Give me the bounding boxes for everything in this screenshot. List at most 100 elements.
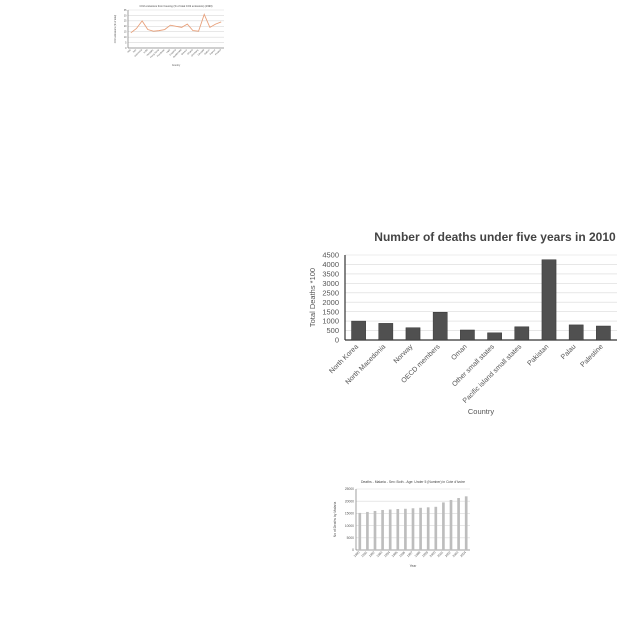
bar [351, 320, 366, 341]
bar [596, 325, 611, 341]
y-tick-label: 2000 [322, 298, 339, 307]
x-tick-label: 2003 [452, 550, 460, 558]
bar [457, 498, 460, 550]
x-tick-label: Greece [181, 48, 189, 56]
bar [373, 510, 377, 550]
x-tick-label: 2000 [429, 550, 437, 558]
y-axis-label: CO2 emissions (% of total) [114, 15, 117, 44]
y-axis-label: Total Deaths *100 [308, 268, 317, 327]
x-tick-label: Ghana [187, 49, 194, 56]
co2-line-chart: CO2 emissions from housing (% of total C… [114, 4, 224, 67]
x-axis-label: Country [172, 64, 181, 67]
y-tick-label: 2500 [322, 288, 339, 297]
x-tick-label: 2001 [436, 550, 444, 558]
x-axis-label: Country [468, 407, 495, 416]
x-tick-label: Honduras [156, 48, 166, 58]
x-tick-label: Palestine [580, 343, 605, 368]
bar [388, 509, 392, 550]
x-tick-label: Haiti [166, 48, 172, 54]
deaths-bar-chart-panel: Number of deaths under five years in 201… [303, 222, 625, 418]
bar [366, 511, 369, 550]
x-tick-label: Hong Kong [150, 49, 160, 59]
bar [411, 508, 415, 550]
x-tick-label: Finland [215, 49, 222, 56]
bar [404, 508, 407, 550]
y-tick-label: 5 [125, 41, 127, 44]
malaria-deaths-bar-chart: Deaths - Malaria - Sex: Both - Age: Unde… [333, 480, 470, 568]
x-tick-label: 2004 [459, 550, 467, 558]
y-tick-label: 4000 [322, 260, 339, 269]
x-tick-label: 1994 [383, 550, 391, 558]
bar [405, 327, 421, 341]
x-tick-label: Pacific island small states [462, 343, 524, 405]
x-tick-label: Guyana [170, 49, 178, 57]
bar [378, 323, 394, 341]
x-tick-label: 1999 [421, 550, 429, 558]
x-tick-label: 1997 [406, 550, 414, 558]
bar [568, 324, 584, 341]
x-tick-label: 1993 [376, 550, 384, 558]
x-tick-label: Guatemala [172, 48, 183, 59]
bar [487, 332, 502, 341]
x-tick-label: Germany [190, 48, 199, 57]
y-tick-label: 10 [124, 36, 127, 39]
malaria-bar-chart-panel: Deaths - Malaria - Sex: Both - Age: Unde… [330, 478, 472, 570]
y-tick-label: 1000 [322, 317, 339, 326]
y-tick-label: 500 [326, 326, 339, 335]
bar [426, 507, 430, 550]
y-tick-label: 5000 [347, 536, 355, 540]
y-tick-label: 0 [335, 336, 339, 345]
bar [541, 259, 557, 341]
bar [449, 499, 453, 550]
y-tick-label: 0 [352, 548, 354, 552]
x-tick-label: Georgia [197, 48, 205, 56]
series-line [130, 13, 222, 34]
deaths-under-five-bar-chart: Number of deaths under five years in 201… [308, 230, 617, 416]
y-tick-label: 20 [124, 25, 127, 28]
x-axis-label: Year [410, 564, 418, 568]
bar [460, 329, 475, 341]
x-tick-label: Palau [560, 343, 578, 361]
y-tick-label: 20000 [345, 499, 354, 503]
x-tick-label: 1990 [353, 550, 361, 558]
x-tick-label: Iran [132, 48, 137, 53]
y-tick-label: 15 [124, 31, 127, 34]
y-tick-label: 10000 [345, 524, 354, 528]
x-tick-label: 1995 [391, 550, 399, 558]
y-tick-label: 3000 [322, 279, 339, 288]
chart-title: Number of deaths under five years in 201… [374, 230, 616, 244]
bar [419, 507, 422, 550]
y-tick-label: 1500 [322, 307, 339, 316]
y-tick-label: 25000 [345, 487, 354, 491]
x-tick-label: India [144, 49, 149, 54]
bar [434, 506, 438, 550]
x-tick-label: Norway [393, 343, 415, 365]
y-tick-label: 15000 [345, 512, 354, 516]
co2-line-chart-panel: CO2 emissions from housing (% of total C… [112, 2, 227, 68]
x-tick-label: Hungary [146, 48, 155, 57]
x-tick-label: France [209, 48, 217, 56]
bar [358, 512, 362, 550]
x-tick-label: Pakistan [526, 343, 550, 367]
x-tick-label: Indonesia [134, 49, 143, 58]
x-tick-label: 1991 [360, 550, 368, 558]
bar [432, 311, 448, 341]
x-tick-label: 1992 [368, 550, 376, 558]
y-tick-label: 3500 [322, 270, 339, 279]
y-tick-label: 0 [125, 47, 127, 50]
y-tick-label: 4500 [322, 251, 339, 260]
bar [514, 326, 530, 341]
chart-title: Deaths - Malaria - Sex: Both - Age: Unde… [361, 480, 465, 484]
x-tick-label: Oman [450, 343, 469, 362]
y-tick-label: 25 [124, 20, 127, 23]
bar [381, 509, 384, 550]
bar [396, 509, 400, 550]
x-tick-label: 1996 [398, 550, 406, 558]
y-tick-label: 35 [124, 9, 127, 12]
y-axis-label: No of Deaths by Malaria [333, 502, 337, 538]
x-tick-label: Gabon [204, 49, 211, 56]
x-tick-label: 1998 [414, 550, 422, 558]
x-tick-label: Iraq [127, 48, 132, 53]
bar [464, 496, 468, 550]
x-tick-label: 2002 [444, 550, 452, 558]
